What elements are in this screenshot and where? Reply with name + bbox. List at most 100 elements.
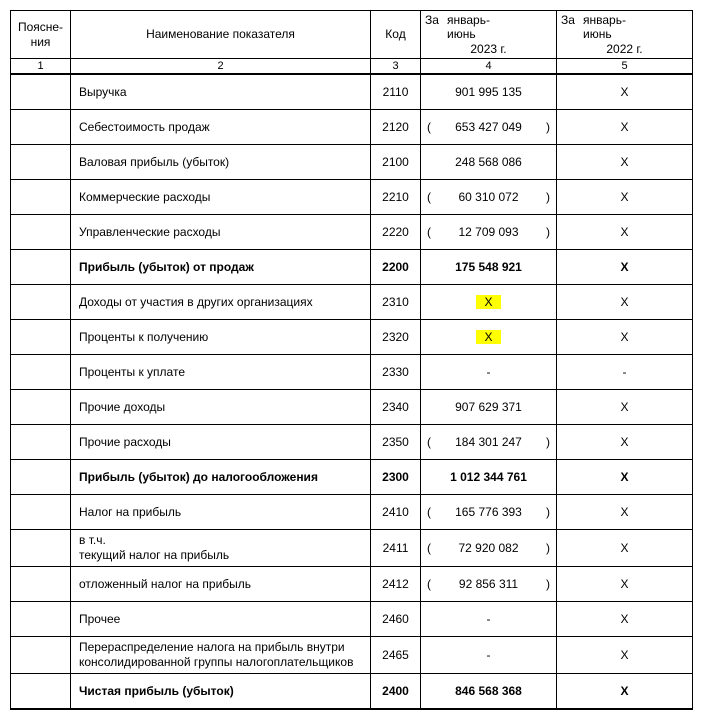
name-cell: Налог на прибыль xyxy=(71,495,371,530)
value-current: - xyxy=(487,612,491,626)
value-previous-cell: - xyxy=(557,355,693,390)
name-cell: Валовая прибыль (убыток) xyxy=(71,145,371,180)
code-cell: 2400 xyxy=(371,674,421,710)
hdr-period-prev-top: Заянварь- июнь xyxy=(557,11,693,42)
value-previous-cell: X xyxy=(557,425,693,460)
value-previous: X xyxy=(620,400,628,414)
code-cell: 2460 xyxy=(371,602,421,637)
value-current-cell: (12 709 093) xyxy=(421,215,557,250)
name-cell: Коммерческие расходы xyxy=(71,180,371,215)
value-previous: X xyxy=(620,260,628,274)
colnum-2: 2 xyxy=(71,59,371,75)
value-previous-cell: X xyxy=(557,390,693,425)
name-cell: Управленческие расходы xyxy=(71,215,371,250)
hdr-code: Код xyxy=(371,11,421,59)
value-previous-cell: X xyxy=(557,674,693,710)
value-current-cell: 175 548 921 xyxy=(421,250,557,285)
explain-cell xyxy=(11,425,71,460)
value-previous-cell: X xyxy=(557,180,693,215)
value-previous: X xyxy=(620,435,628,449)
hdr-period-cur-top: Заянварь- июнь xyxy=(421,11,557,42)
value-current-cell: 248 568 086 xyxy=(421,145,557,180)
value-current-cell: 846 568 368 xyxy=(421,674,557,710)
code-cell: 2330 xyxy=(371,355,421,390)
name-cell: Доходы от участия в других организациях xyxy=(71,285,371,320)
code-cell: 2120 xyxy=(371,110,421,145)
table-row: Проценты к уплате2330 - - xyxy=(11,355,693,390)
name-cell: Чистая прибыль (убыток) xyxy=(71,674,371,710)
code-cell: 2350 xyxy=(371,425,421,460)
name-cell: Прочие расходы xyxy=(71,425,371,460)
table-row: отложенный налог на прибыль2412(92 856 3… xyxy=(11,567,693,602)
value-current-cell: (165 776 393) xyxy=(421,495,557,530)
value-current: 901 995 135 xyxy=(455,85,522,99)
table-row: Прибыль (убыток) от продаж2200175 548 92… xyxy=(11,250,693,285)
value-previous: X xyxy=(620,225,628,239)
name-cell: Выручка xyxy=(71,74,371,110)
value-previous-cell: X xyxy=(557,110,693,145)
explain-cell xyxy=(11,495,71,530)
value-current-cell: (72 920 082) xyxy=(421,530,557,567)
hdr-name: Наименование показателя xyxy=(71,11,371,59)
value-previous: X xyxy=(620,541,628,555)
name-cell: отложенный налог на прибыль xyxy=(71,567,371,602)
name-cell: Прибыль (убыток) от продаж xyxy=(71,250,371,285)
code-cell: 2465 xyxy=(371,637,421,674)
value-current: 12 709 093 xyxy=(458,225,518,239)
table-row: Прочие доходы2340 907 629 371 X xyxy=(11,390,693,425)
value-current: 653 427 049 xyxy=(455,120,522,134)
value-current: X xyxy=(476,330,500,344)
code-cell: 2300 xyxy=(371,460,421,495)
value-previous: X xyxy=(620,684,628,698)
value-current: 907 629 371 xyxy=(455,400,522,414)
value-current: - xyxy=(487,365,491,379)
explain-cell xyxy=(11,74,71,110)
code-cell: 2410 xyxy=(371,495,421,530)
value-previous: X xyxy=(620,330,628,344)
explain-cell xyxy=(11,602,71,637)
name-cell: Прочие доходы xyxy=(71,390,371,425)
value-previous-cell: X xyxy=(557,602,693,637)
value-current: 846 568 368 xyxy=(455,684,522,698)
table-row: Чистая прибыль (убыток)2400 846 568 368 X xyxy=(11,674,693,710)
name-cell: Проценты к уплате xyxy=(71,355,371,390)
colnum-3: 3 xyxy=(371,59,421,75)
value-previous: X xyxy=(620,85,628,99)
value-current-cell: (184 301 247) xyxy=(421,425,557,460)
table-row: Себестоимость продаж2120(653 427 049)X xyxy=(11,110,693,145)
table-row: Управленческие расходы2220(12 709 093) X xyxy=(11,215,693,250)
value-current: 60 310 072 xyxy=(458,190,518,204)
value-current: 248 568 086 xyxy=(455,155,522,169)
explain-cell xyxy=(11,110,71,145)
value-current: 1 012 344 761 xyxy=(450,470,527,484)
value-previous: X xyxy=(620,190,628,204)
name-cell: Прочее xyxy=(71,602,371,637)
colnum-1: 1 xyxy=(11,59,71,75)
table-row: Прочее2460 - X xyxy=(11,602,693,637)
value-current-cell: - xyxy=(421,602,557,637)
financial-results-table: Поясне- ния Наименование показателя Код … xyxy=(10,10,693,710)
explain-cell xyxy=(11,567,71,602)
value-previous-cell: X xyxy=(557,495,693,530)
explain-cell xyxy=(11,285,71,320)
code-cell: 2340 xyxy=(371,390,421,425)
code-cell: 2220 xyxy=(371,215,421,250)
value-current-cell: - xyxy=(421,637,557,674)
colnum-4: 4 xyxy=(421,59,557,75)
explain-cell xyxy=(11,180,71,215)
value-previous: X xyxy=(620,648,628,662)
value-current-cell: 1 012 344 761 xyxy=(421,460,557,495)
value-previous-cell: X xyxy=(557,145,693,180)
value-previous-cell: X xyxy=(557,285,693,320)
table-row: Выручка2110901 995 135X xyxy=(11,74,693,110)
value-current-cell: 901 995 135 xyxy=(421,74,557,110)
code-cell: 2200 xyxy=(371,250,421,285)
value-current: - xyxy=(487,648,491,662)
value-previous-cell: X xyxy=(557,530,693,567)
explain-cell xyxy=(11,250,71,285)
code-cell: 2320 xyxy=(371,320,421,355)
value-current: 92 856 311 xyxy=(459,577,518,591)
code-cell: 2412 xyxy=(371,567,421,602)
value-previous: X xyxy=(620,120,628,134)
value-current-cell: (92 856 311) xyxy=(421,567,557,602)
